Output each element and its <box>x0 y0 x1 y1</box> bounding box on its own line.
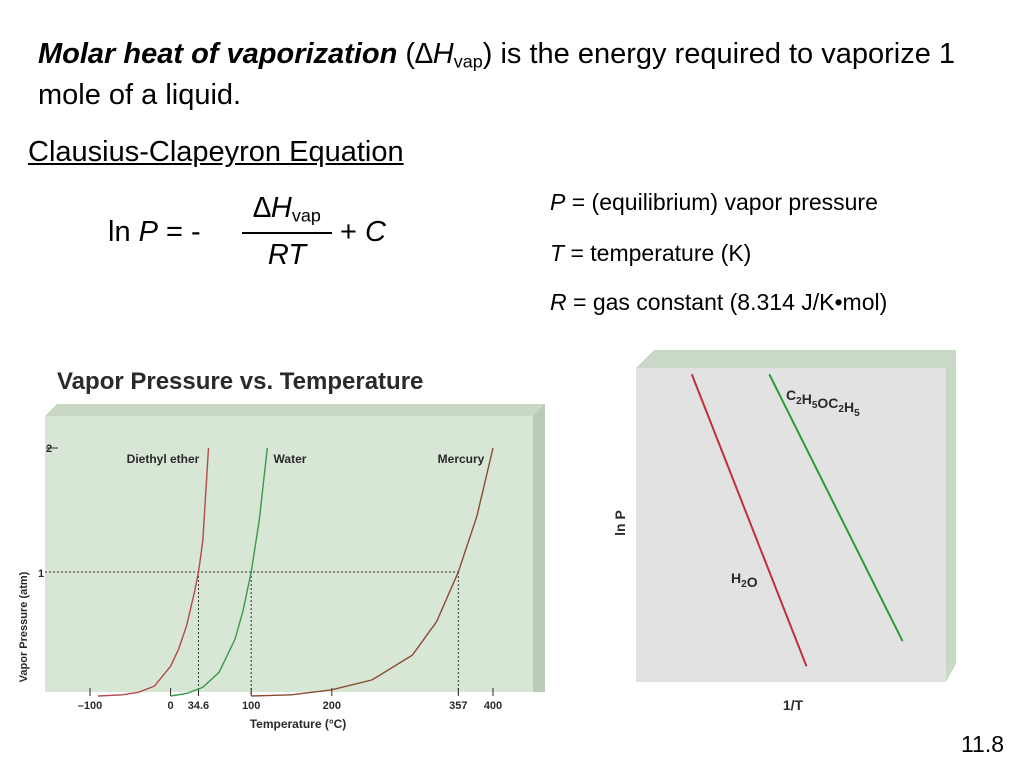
label-diethyl-ether: C2H5OC2H5 <box>786 387 860 419</box>
equation-num-delta-h: ∆H <box>253 192 292 224</box>
x-tick-label: 34.6 <box>188 700 209 712</box>
equation-plus: + <box>340 216 357 248</box>
legend-water: Water <box>274 452 307 466</box>
definition-r: R = gas constant (8.314 J/K•mol) <box>550 289 887 316</box>
x-tick-label: 0 <box>168 700 174 712</box>
definition-symbol: R <box>550 289 567 315</box>
label-h2o: H2O <box>731 570 758 590</box>
plot-area <box>636 368 946 682</box>
x-axis-ticks: –100 0 34.6 100 200 357 400 <box>78 688 502 712</box>
equation-denominator: RT <box>267 239 307 271</box>
definition-symbol: P <box>550 189 566 215</box>
intro-paren-open: ( <box>397 38 416 70</box>
x-tick-label: –100 <box>78 700 102 712</box>
series-line-water <box>170 447 268 697</box>
series-lines <box>98 447 494 697</box>
equation-num-sub: vap <box>291 205 321 226</box>
ln-p-chart: ln P 1/T H2O C2H5OC2H5 <box>600 348 970 720</box>
equation-ln: ln <box>108 216 131 248</box>
x-tick-label: 400 <box>484 700 502 712</box>
clausius-clapeyron-equation: ln P = - ∆Hvap RT + C <box>108 186 408 286</box>
series-lines <box>690 373 904 667</box>
legend-mercury: Mercury <box>438 452 485 466</box>
guide-lines <box>45 571 459 696</box>
legend-diethyl-ether: Diethyl ether <box>127 452 200 466</box>
equation-equals: = - <box>157 216 201 248</box>
chart-title: Vapor Pressure vs. Temperature <box>57 368 423 395</box>
vapor-pressure-chart: Vapor Pressure vs. Temperature –100 0 34.6… <box>0 352 560 742</box>
plot-area <box>45 416 533 692</box>
definition-text: = gas constant (8.314 J/K•mol) <box>566 289 888 315</box>
equation-title: Clausius-Clapeyron Equation <box>28 136 404 168</box>
slide-number: 11.8 <box>960 731 1004 757</box>
intro-term: Molar heat of vaporization <box>38 38 398 70</box>
y-tick-label-2: 2 <box>46 443 52 455</box>
series-line-c2h5oc2h5 <box>768 373 904 642</box>
equation-right: + C <box>340 216 386 249</box>
intro-paren-close: ) <box>482 38 493 70</box>
x-axis-label: 1/T <box>783 697 804 713</box>
definition-symbol: T <box>550 240 565 266</box>
y-axis-label: Vapor Pressure (atm) <box>18 571 30 682</box>
y-tick-label-1: 1 <box>38 568 44 580</box>
series-line-h2o <box>690 373 808 667</box>
equation-p: P <box>138 216 158 248</box>
x-tick-label: 100 <box>242 700 260 712</box>
definition-text: = temperature (K) <box>564 240 752 266</box>
plot-3d-top <box>45 404 545 416</box>
definition-p: P = (equilibrium) vapor pressure <box>550 189 878 216</box>
x-tick-label: 200 <box>323 700 341 712</box>
intro-delta-h: ∆H <box>415 38 454 70</box>
definition-text: = (equilibrium) vapor pressure <box>565 189 878 215</box>
definition-t: T = temperature (K) <box>550 240 751 267</box>
x-axis-label: Temperature (°C) <box>250 717 347 731</box>
equation-numerator: ∆Hvap <box>242 186 332 230</box>
equation-constant: C <box>365 216 386 248</box>
intro-rest: is the energy required to vaporize 1 mol… <box>38 38 956 111</box>
x-tick-label: 357 <box>449 700 467 712</box>
y-axis-label: ln P <box>612 510 628 536</box>
series-line-mercury <box>251 447 494 697</box>
series-line-diethyl-ether <box>98 447 210 697</box>
fraction-bar <box>242 232 332 234</box>
intro-sub-vap: vap <box>453 51 483 72</box>
equation-fraction: ∆Hvap RT <box>242 186 332 276</box>
equation-left: ln P = - <box>108 216 201 249</box>
intro-text: Molar heat of vaporization (∆Hvap) is th… <box>38 34 998 116</box>
